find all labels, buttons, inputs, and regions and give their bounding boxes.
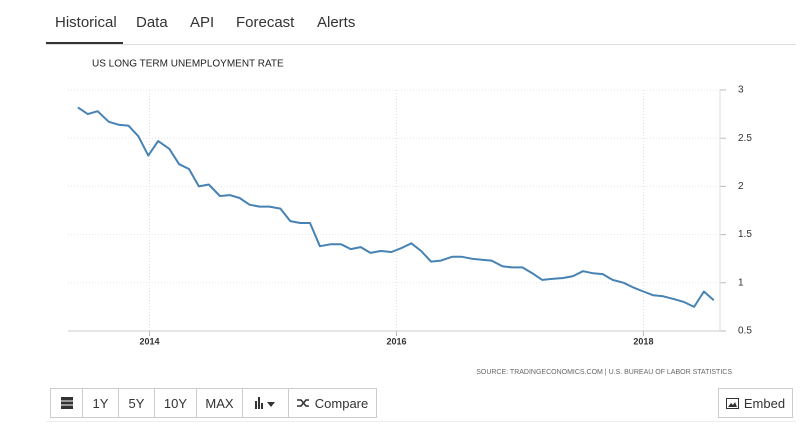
range-button[interactable]: 10Y bbox=[154, 388, 197, 418]
embed-button[interactable]: Embed bbox=[718, 388, 793, 418]
tab[interactable]: Data bbox=[136, 14, 168, 31]
source: SOURCE: TRADINGECONOMICS.COM | U.S. BURE… bbox=[476, 369, 732, 376]
x-tick-label: 2014 bbox=[139, 336, 159, 346]
range-button[interactable]: 1Y bbox=[82, 388, 119, 418]
tab-border bbox=[46, 44, 796, 45]
chart-title: US LONG TERM UNEMPLOYMENT RATE bbox=[92, 59, 284, 70]
tab[interactable]: Forecast bbox=[236, 14, 295, 31]
y-tick-label: 3 bbox=[738, 85, 744, 96]
shuffle-icon bbox=[296, 399, 309, 407]
button-label: Compare bbox=[314, 395, 369, 411]
button-label: Embed bbox=[743, 395, 786, 411]
tab[interactable]: Historical bbox=[55, 14, 117, 31]
calendar-button[interactable] bbox=[50, 388, 83, 418]
chart-type-icon bbox=[254, 397, 275, 409]
compare-button[interactable]: Compare bbox=[288, 388, 377, 418]
y-tick-label: 2.5 bbox=[738, 133, 752, 144]
image-icon bbox=[725, 397, 739, 409]
chart-type-button[interactable] bbox=[242, 388, 289, 418]
y-tick-label: 1.5 bbox=[738, 229, 752, 240]
tab[interactable]: API bbox=[190, 14, 215, 31]
x-tick-label: 2018 bbox=[633, 336, 653, 346]
range-button[interactable]: 5Y bbox=[118, 388, 155, 418]
tab[interactable]: Alerts bbox=[317, 14, 356, 31]
calendar-icon bbox=[60, 397, 73, 409]
bottom-border bbox=[46, 421, 796, 422]
active-tab-underline bbox=[46, 42, 123, 44]
line-series bbox=[77, 106, 715, 308]
chart: US LONG TERM UNEMPLOYMENT RATE SOURCE: T… bbox=[68, 59, 752, 376]
y-tick-label: 0.5 bbox=[738, 326, 752, 337]
y-tick-label: 1 bbox=[738, 277, 744, 288]
y-tick-label: 2 bbox=[738, 181, 744, 192]
x-tick-label: 2016 bbox=[386, 336, 406, 346]
range-button[interactable]: MAX bbox=[196, 388, 243, 418]
